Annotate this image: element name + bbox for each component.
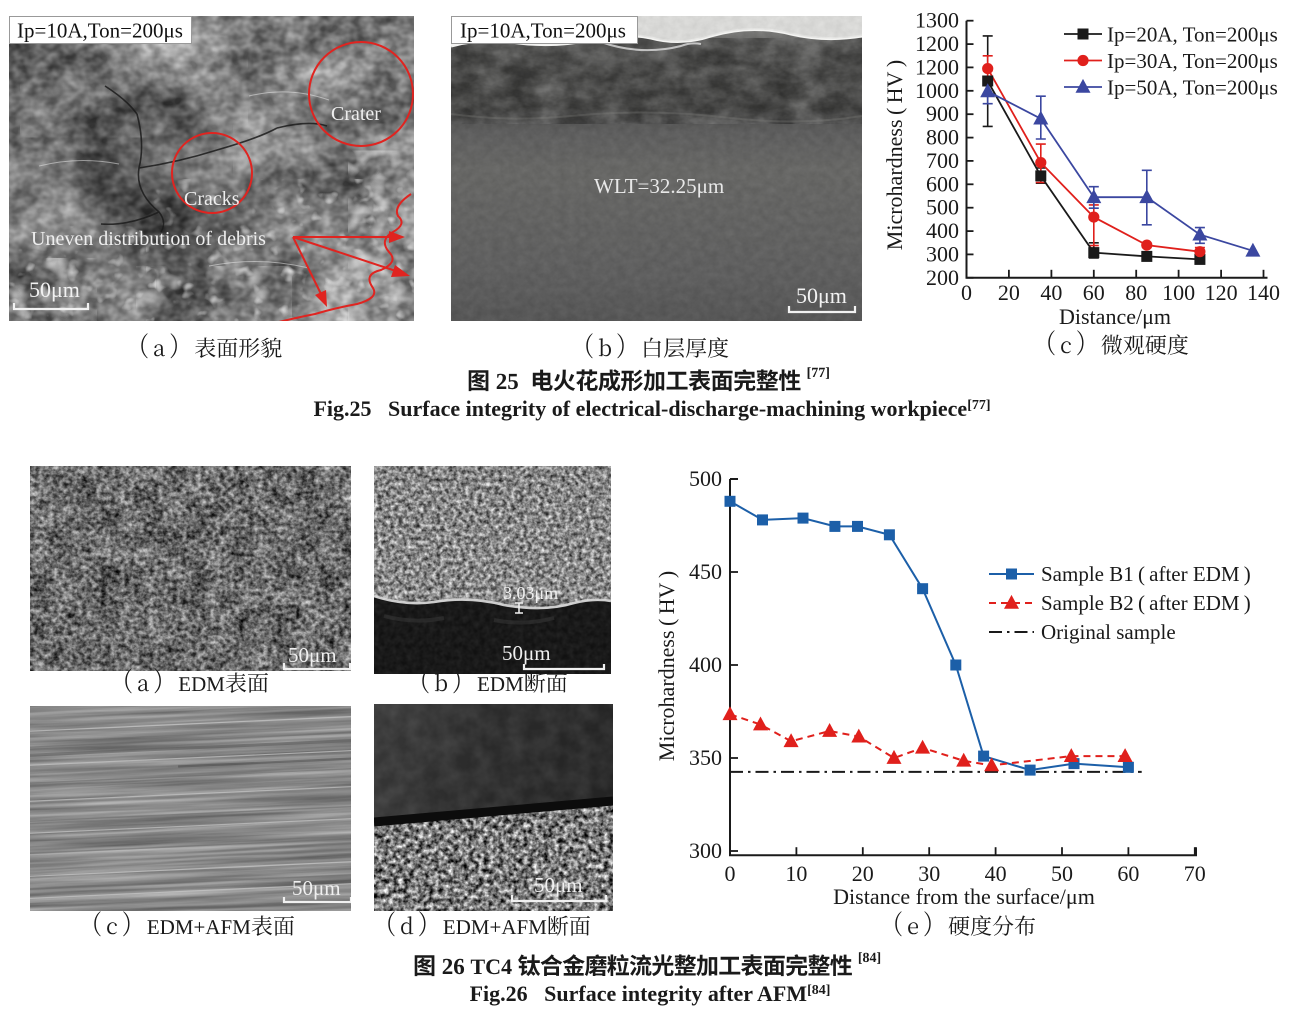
- svg-text:50μm: 50μm: [796, 283, 847, 308]
- svg-text:100: 100: [1162, 280, 1195, 300]
- svg-text:Sample B1 ( after EDM ): Sample B1 ( after EDM ): [1041, 562, 1251, 586]
- svg-text:50μm: 50μm: [292, 876, 341, 900]
- svg-text:120: 120: [1205, 280, 1238, 300]
- svg-text:900: 900: [926, 101, 959, 126]
- svg-text:300: 300: [926, 241, 959, 266]
- svg-text:400: 400: [689, 652, 722, 677]
- svg-text:30: 30: [918, 861, 940, 886]
- svg-text:140: 140: [1247, 280, 1280, 300]
- svg-text:50μm: 50μm: [534, 873, 583, 897]
- svg-text:300: 300: [689, 838, 722, 863]
- svg-text:50μm: 50μm: [288, 643, 337, 667]
- svg-text:1000: 1000: [915, 78, 959, 103]
- svg-text:Crater: Crater: [331, 103, 381, 125]
- svg-text:40: 40: [985, 861, 1007, 886]
- svg-text:450: 450: [689, 559, 722, 584]
- svg-text:20: 20: [998, 280, 1020, 300]
- svg-text:WLT=32.25μm: WLT=32.25μm: [594, 174, 724, 198]
- svg-text:10: 10: [785, 861, 807, 886]
- svg-text:800: 800: [926, 125, 959, 150]
- svg-text:500: 500: [689, 466, 722, 491]
- svg-text:Cracks: Cracks: [184, 188, 240, 210]
- svg-text:1200: 1200: [915, 31, 959, 56]
- svg-text:Original sample: Original sample: [1041, 620, 1176, 644]
- svg-text:400: 400: [926, 218, 959, 243]
- svg-text:70: 70: [1184, 861, 1206, 886]
- svg-text:60: 60: [1083, 280, 1105, 300]
- svg-text:60: 60: [1117, 861, 1139, 886]
- svg-text:20: 20: [852, 861, 874, 886]
- svg-text:50μm: 50μm: [29, 277, 80, 302]
- svg-text:40: 40: [1040, 280, 1062, 300]
- svg-text:1200: 1200: [915, 54, 959, 79]
- svg-text:Uneven distribution of debris: Uneven distribution of debris: [31, 228, 266, 250]
- svg-text:Ip=10A,Ton=200μs: Ip=10A,Ton=200μs: [460, 19, 626, 43]
- svg-text:0: 0: [961, 280, 972, 300]
- svg-text:Ip=30A, Ton=200μs: Ip=30A, Ton=200μs: [1107, 49, 1278, 73]
- svg-text:700: 700: [926, 148, 959, 173]
- svg-text:Ip=10A,Ton=200μs: Ip=10A,Ton=200μs: [17, 19, 183, 43]
- svg-text:600: 600: [926, 171, 959, 196]
- svg-text:3.03μm: 3.03μm: [503, 583, 558, 603]
- svg-text:350: 350: [689, 745, 722, 770]
- svg-text:0: 0: [725, 861, 736, 886]
- svg-text:Sample B2 ( after EDM ): Sample B2 ( after EDM ): [1041, 591, 1251, 615]
- svg-text:500: 500: [926, 195, 959, 220]
- svg-text:Ip=50A, Ton=200μs: Ip=50A, Ton=200μs: [1107, 76, 1278, 100]
- svg-text:200: 200: [926, 265, 959, 290]
- svg-text:80: 80: [1125, 280, 1147, 300]
- svg-text:50: 50: [1051, 861, 1073, 886]
- svg-text:50μm: 50μm: [502, 641, 551, 665]
- svg-text:1300: 1300: [915, 8, 959, 33]
- svg-text:Ip=20A, Ton=200μs: Ip=20A, Ton=200μs: [1107, 23, 1278, 47]
